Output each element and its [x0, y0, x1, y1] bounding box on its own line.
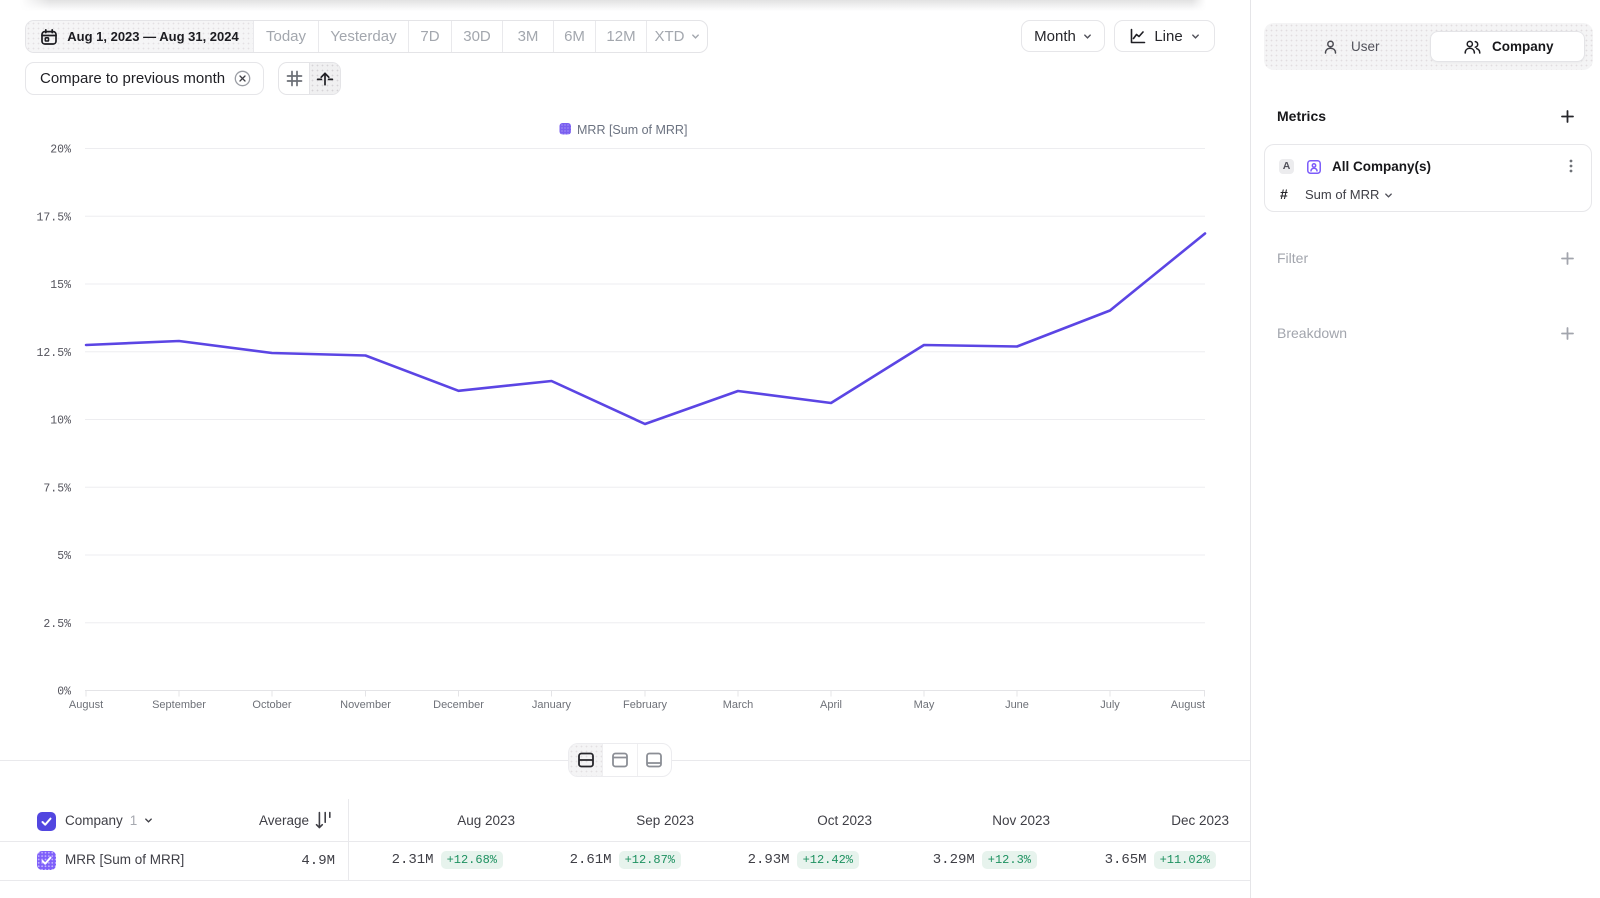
svg-text:20%: 20%: [50, 144, 71, 157]
svg-text:March: March: [723, 699, 754, 711]
svg-text:December: December: [433, 699, 484, 711]
svg-text:0%: 0%: [57, 686, 71, 699]
svg-text:October: October: [252, 699, 291, 711]
svg-text:June: June: [1005, 699, 1029, 711]
svg-text:August: August: [69, 699, 103, 711]
svg-text:MRR [Sum of MRR]: MRR [Sum of MRR]: [577, 123, 687, 137]
svg-text:2.5%: 2.5%: [43, 618, 71, 631]
svg-text:November: November: [340, 699, 391, 711]
svg-text:August: August: [1171, 699, 1205, 711]
svg-text:5%: 5%: [57, 550, 71, 563]
svg-text:7.5%: 7.5%: [43, 482, 71, 495]
svg-text:February: February: [623, 699, 668, 711]
svg-text:July: July: [1100, 699, 1120, 711]
svg-text:January: January: [532, 699, 572, 711]
svg-text:April: April: [820, 699, 842, 711]
svg-text:May: May: [914, 699, 935, 711]
svg-text:September: September: [152, 699, 206, 711]
svg-text:15%: 15%: [50, 279, 71, 292]
svg-text:17.5%: 17.5%: [36, 211, 71, 224]
svg-text:12.5%: 12.5%: [36, 347, 71, 360]
svg-text:10%: 10%: [50, 415, 71, 428]
